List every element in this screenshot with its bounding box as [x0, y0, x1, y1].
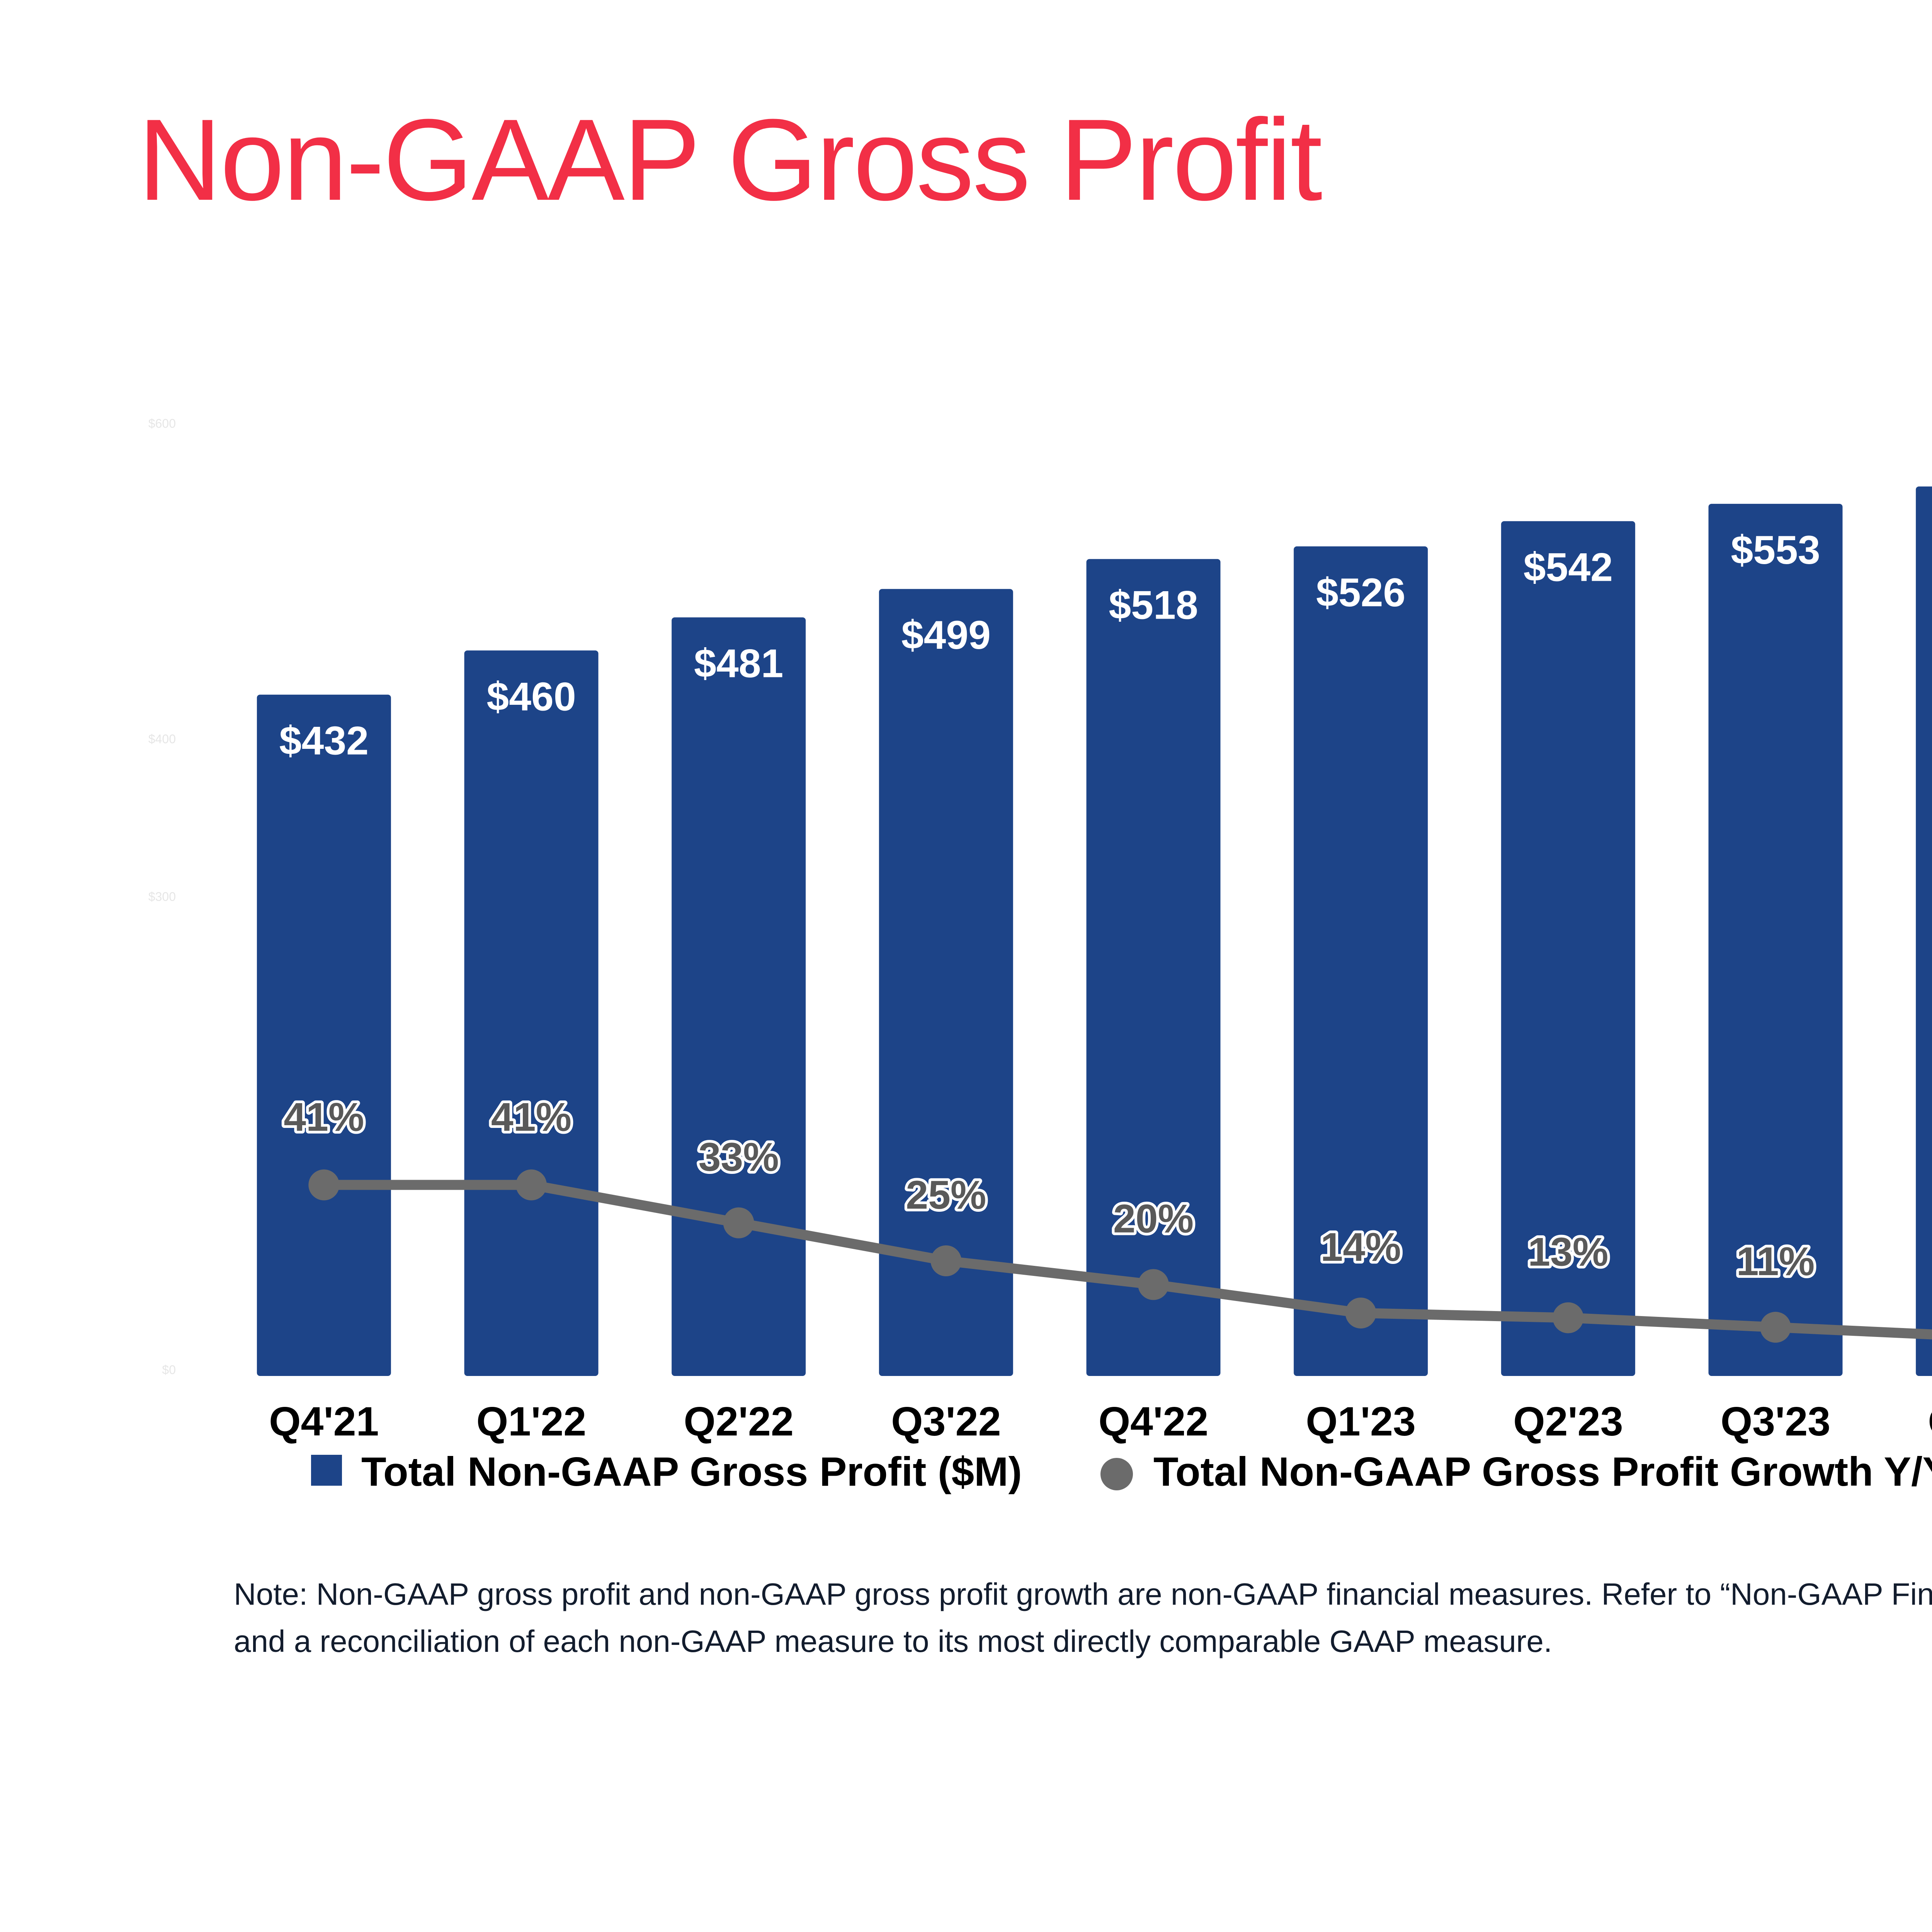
- x-axis-label: Q4'23: [1928, 1399, 1932, 1444]
- bar: [464, 650, 599, 1376]
- bar: [1294, 546, 1428, 1376]
- left-axis-tick: $300: [148, 890, 176, 904]
- footnote-line1: Note: Non-GAAP gross profit and non-GAAP…: [234, 1577, 1932, 1611]
- x-axis-label: Q1'22: [476, 1399, 587, 1444]
- gross-profit-chart: $0$300$400$600 0%50%100%150%200% $432$46…: [148, 417, 1932, 1495]
- x-axis-label: Q2'23: [1513, 1399, 1623, 1444]
- bar: [1916, 486, 1932, 1376]
- bar: [1086, 559, 1221, 1376]
- growth-point: [516, 1169, 547, 1201]
- page-title: Non-GAAP Gross Profit: [138, 95, 1322, 224]
- bar: [1708, 503, 1843, 1376]
- bar-value-label: $460: [486, 674, 576, 719]
- growth-value-label: 11%: [1736, 1239, 1815, 1284]
- bar-value-label: $499: [901, 613, 991, 658]
- left-axis-tick: $0: [162, 1363, 176, 1377]
- growth-point: [1553, 1302, 1584, 1333]
- legend-label-bar: Total Non-GAAP Gross Profit ($M): [361, 1449, 1022, 1495]
- growth-value-label: 33%: [699, 1135, 779, 1180]
- growth-value-label: 14%: [1321, 1225, 1401, 1270]
- x-axis-label: Q4'21: [269, 1399, 379, 1444]
- bar-value-label: $432: [279, 719, 369, 764]
- growth-point: [1345, 1298, 1376, 1329]
- x-axis-label: Q3'23: [1721, 1399, 1831, 1444]
- footnote: Note: Non-GAAP gross profit and non-GAAP…: [234, 1571, 1932, 1665]
- bar: [879, 589, 1013, 1376]
- bar-value-label: $553: [1731, 528, 1820, 573]
- x-axis-label: Q3'22: [891, 1399, 1001, 1444]
- growth-value-label: 13%: [1528, 1230, 1608, 1274]
- growth-value-label: 20%: [1113, 1196, 1194, 1241]
- left-axis-tick: $600: [148, 417, 176, 430]
- bar-value-label: $542: [1524, 545, 1613, 590]
- x-axis-label: Q4'22: [1099, 1399, 1209, 1444]
- legend-swatch-bar: [311, 1455, 342, 1486]
- growth-value-label: 25%: [906, 1173, 986, 1218]
- growth-point: [723, 1207, 754, 1238]
- footnote-line2: and a reconciliation of each non-GAAP me…: [234, 1624, 1553, 1658]
- legend-swatch-line: [1100, 1458, 1133, 1490]
- bar-value-label: $481: [694, 641, 783, 686]
- x-axis-label: Q2'22: [684, 1399, 794, 1444]
- bar: [672, 617, 806, 1376]
- growth-point: [1138, 1269, 1169, 1300]
- bar: [257, 694, 391, 1376]
- growth-value-label: 41%: [491, 1095, 571, 1140]
- left-axis-tick: $400: [148, 732, 176, 746]
- bar: [1501, 521, 1635, 1376]
- legend-label-line: Total Non-GAAP Gross Profit Growth Y/Y: [1153, 1449, 1932, 1495]
- growth-point: [308, 1169, 340, 1201]
- bar-value-label: $518: [1109, 583, 1198, 628]
- x-axis-label: Q1'23: [1306, 1399, 1416, 1444]
- growth-point: [1760, 1311, 1791, 1343]
- growth-point: [930, 1245, 962, 1276]
- growth-value-label: 41%: [284, 1095, 364, 1140]
- bar-value-label: $526: [1316, 570, 1405, 615]
